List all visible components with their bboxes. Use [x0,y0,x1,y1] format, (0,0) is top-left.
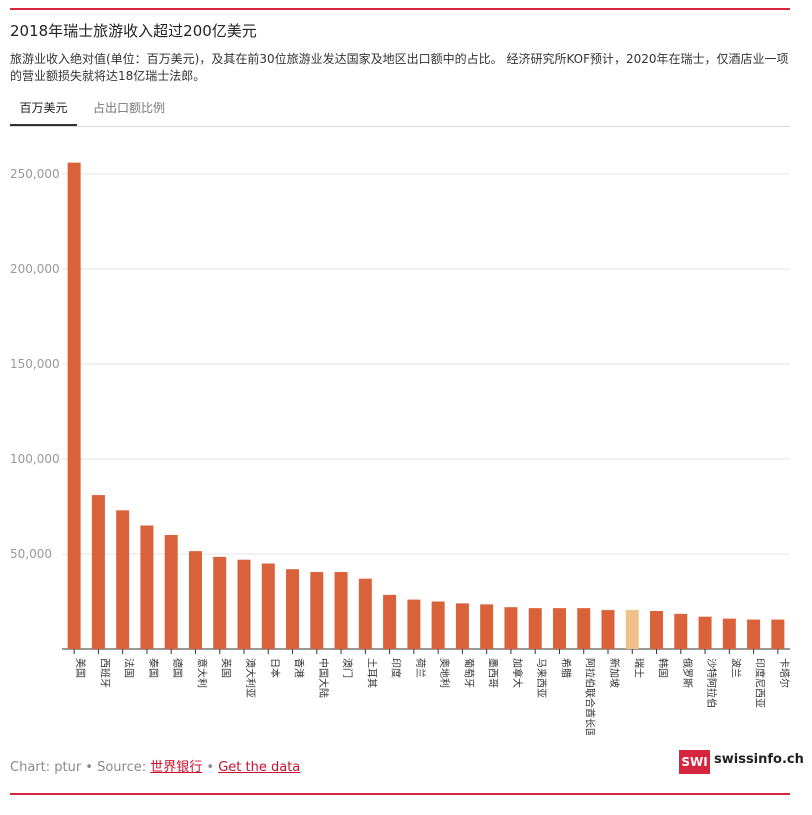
bar [237,559,251,649]
tab-export-share[interactable]: 占出口额比例 [92,101,165,115]
x-tick-label: 中国大陆 [317,658,330,698]
x-tick-label: 香港 [293,658,305,678]
bar [480,604,494,649]
unit-tabs: 百万美元 占出口额比例 [10,96,790,127]
bar [431,601,445,649]
bar [116,510,130,649]
bar [188,551,202,649]
footer-credit: Chart: ptur • Source: [10,760,151,775]
y-tick-label: 100,000 [10,452,60,466]
x-tick-label: 希腊 [559,658,572,678]
x-tick-label: 土耳其 [365,658,378,688]
x-tick-label: 墨西哥 [487,658,499,688]
bar [552,608,566,649]
x-tick-label: 泰国 [147,658,160,678]
bar [771,619,785,649]
bar [261,563,275,649]
x-tick-label: 意大利 [195,658,208,688]
bar [140,525,154,649]
swi-logo-mark: SWI [679,750,710,774]
x-tick-label: 印度尼西亚 [754,658,767,708]
y-tick-label: 250,000 [10,167,60,181]
bar [601,610,615,649]
bottom-rule [10,793,790,795]
bar [310,572,324,649]
bar [286,569,300,649]
footer-separator: • [202,760,219,775]
x-tick-label: 奥地利 [438,658,451,688]
x-tick-label: 阿拉伯联合酋长国 [584,658,597,735]
source-link[interactable]: 世界银行 [150,760,203,775]
x-tick-label: 新加坡 [608,658,621,688]
bar [213,556,227,649]
chart-subtitle: 旅游业收入绝对值(单位：百万美元)，及其在前30位旅游业发达国家及地区出口额中的… [10,52,789,83]
x-tick-label: 瑞士 [632,658,645,678]
bar-chart: 50,000 100,000 150,000 200,000 250,000 美国 西班牙 法… [10,162,791,735]
bar [334,572,348,649]
x-tick-label: 德国 [171,658,184,678]
bar [358,578,372,649]
chart-footer: Chart: ptur • Source: 世界银行 • Get the dat… [10,756,300,775]
bar [91,495,105,649]
chart-title: 2018年瑞士旅游收入超过200亿美元 [10,22,257,40]
x-tick-label: 马来西亚 [535,658,547,698]
bar [504,607,518,649]
bar [67,162,81,649]
x-tick-label: 日本 [268,658,281,678]
x-tick-label: 西班牙 [98,658,110,688]
bar [698,616,712,649]
x-tick-label: 澳门 [341,658,354,678]
x-tick-label: 波兰 [729,658,742,678]
x-tick-label: 卡塔尔 [778,658,791,688]
y-tick-label: 200,000 [10,262,60,276]
bar [455,603,469,649]
x-tick-label: 葡萄牙 [462,658,475,688]
x-tick-label: 澳大利亚 [244,658,257,698]
x-tick-label: 俄罗斯 [681,658,694,688]
y-tick-label: 50,000 [10,547,52,561]
get-data-link[interactable]: Get the data [218,760,301,775]
x-tick-label: 韩国 [657,658,670,678]
x-tick-label: 沙特阿拉伯 [705,658,718,708]
x-tick-label: 加拿大 [511,658,524,688]
x-tick-label: 法国 [123,658,136,678]
bar [625,610,639,649]
x-tick-label: 荷兰 [414,658,427,678]
bar [528,608,542,649]
y-tick-label: 150,000 [10,357,60,371]
bar [407,599,421,649]
bar [674,613,688,649]
bar [164,535,178,649]
bar [650,611,664,649]
top-rule [10,8,790,10]
bar [722,618,736,649]
tab-million-usd[interactable]: 百万美元 [10,96,77,126]
x-tick-label: 美国 [74,658,87,678]
bar [747,619,761,649]
bar [383,594,397,649]
bar [577,608,591,649]
x-tick-label: 印度 [390,658,403,678]
swissinfo-logo-text: swissinfo.ch [714,752,804,767]
x-tick-label: 英国 [220,658,233,678]
